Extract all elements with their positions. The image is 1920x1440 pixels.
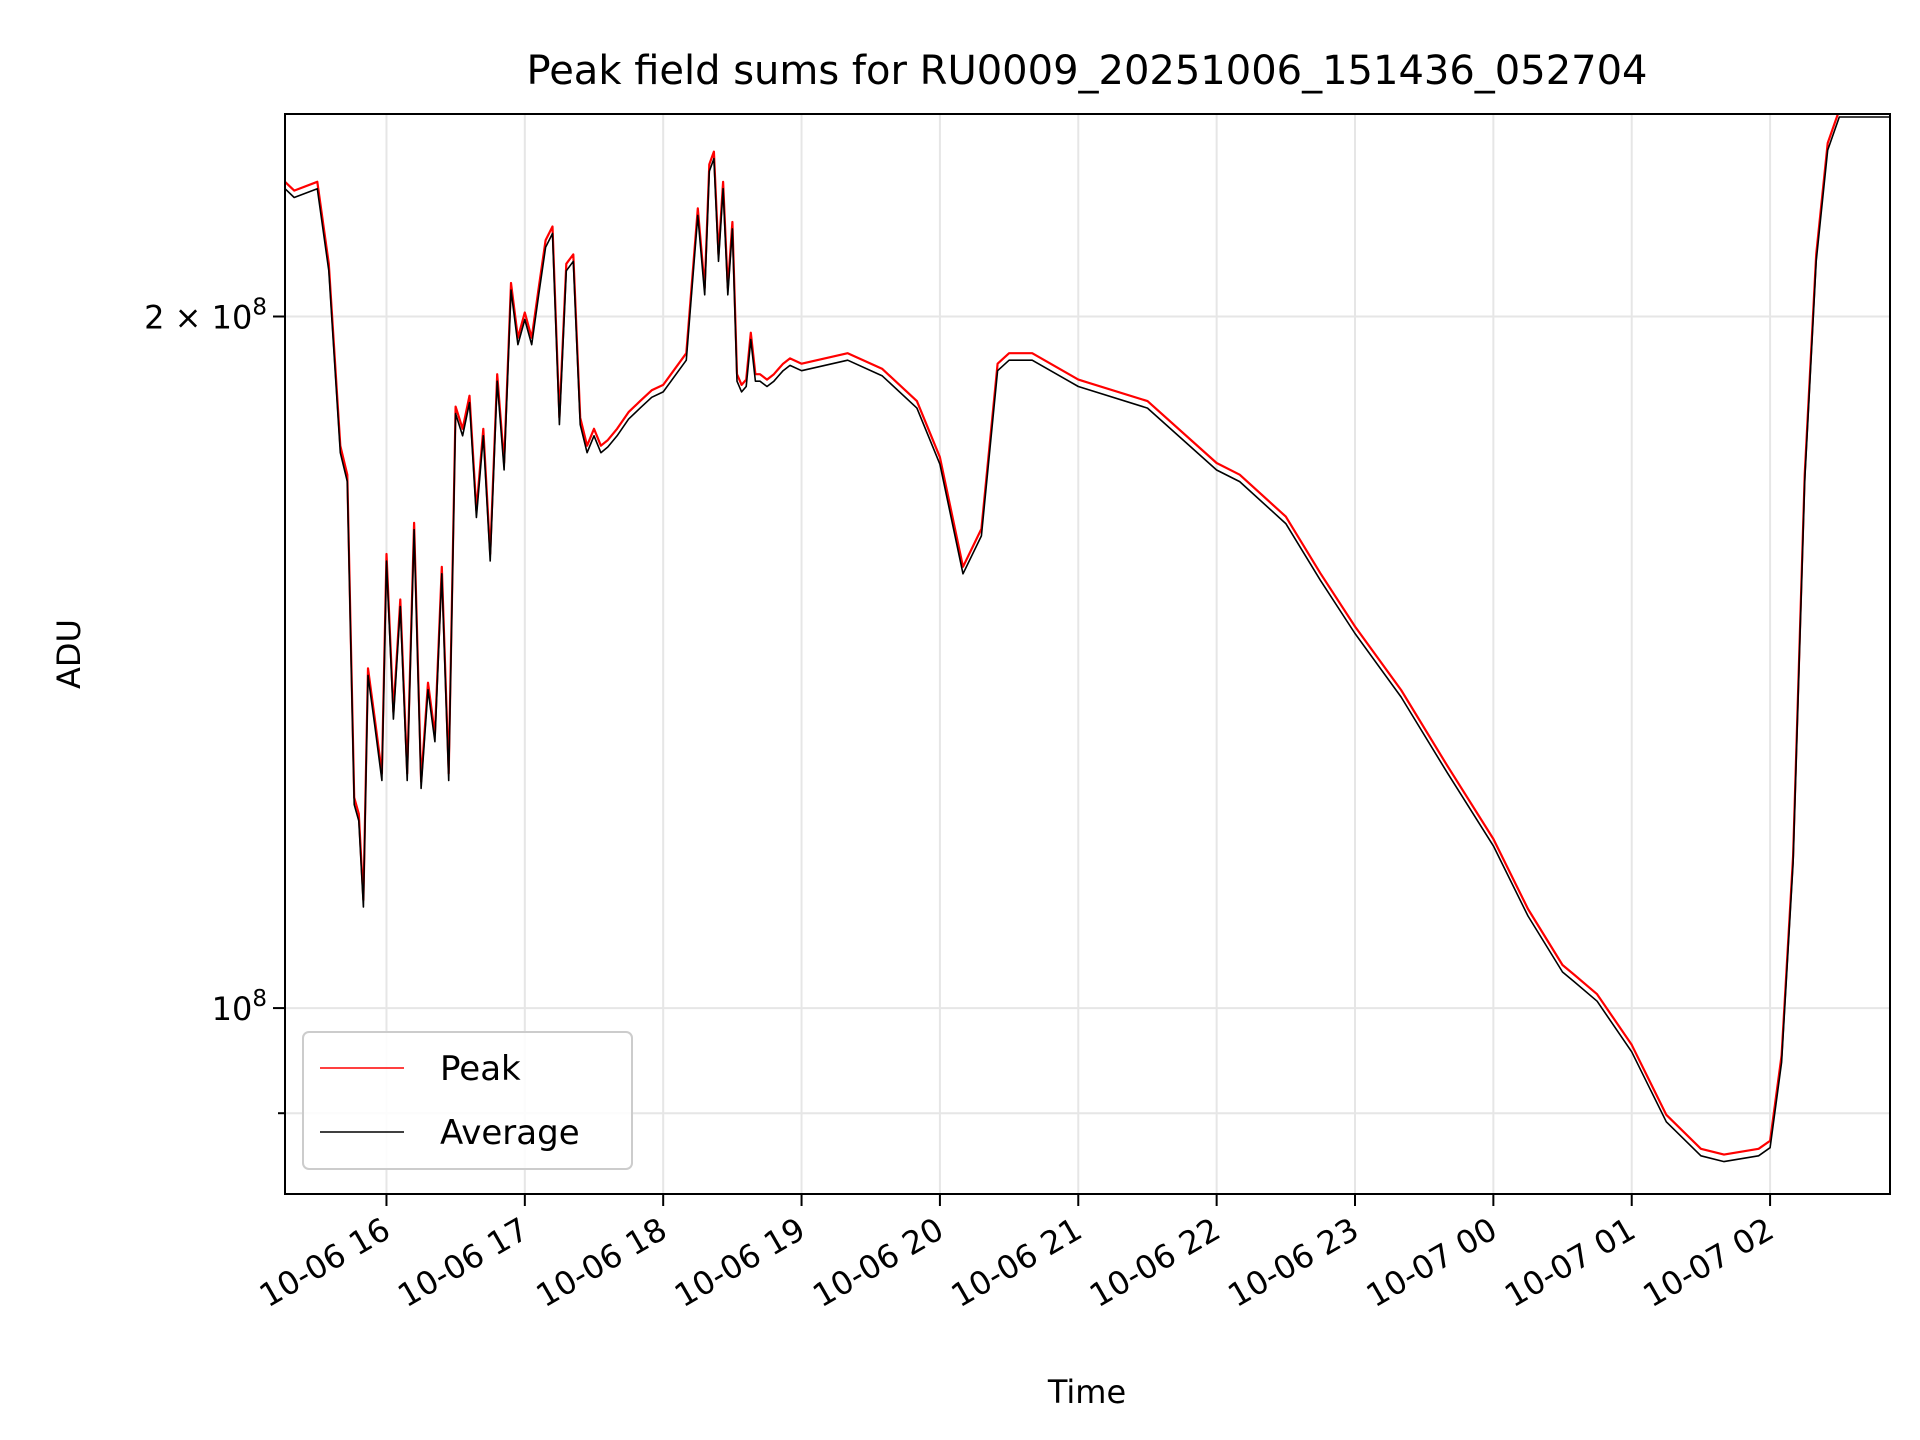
y-axis-title: ADU — [50, 619, 88, 689]
grid — [285, 114, 1890, 1194]
y-axis: 2 × 108 108 — [144, 294, 285, 1115]
legend-box — [302, 1031, 633, 1170]
y-tick-label: 2 × 108 — [144, 294, 267, 336]
legend-label-peak: Peak — [440, 1049, 521, 1089]
x-axis-title: Time — [1047, 1373, 1126, 1411]
plot-area — [285, 114, 1890, 1163]
legend: Peak Average — [302, 1031, 633, 1170]
y-tick-label: 108 — [212, 986, 267, 1028]
series-line-average — [285, 116, 1890, 1163]
chart-title: Peak field sums for RU0009_20251006_1514… — [527, 48, 1648, 94]
axes-frame — [284, 113, 1891, 1195]
legend-label-average: Average — [440, 1113, 580, 1153]
